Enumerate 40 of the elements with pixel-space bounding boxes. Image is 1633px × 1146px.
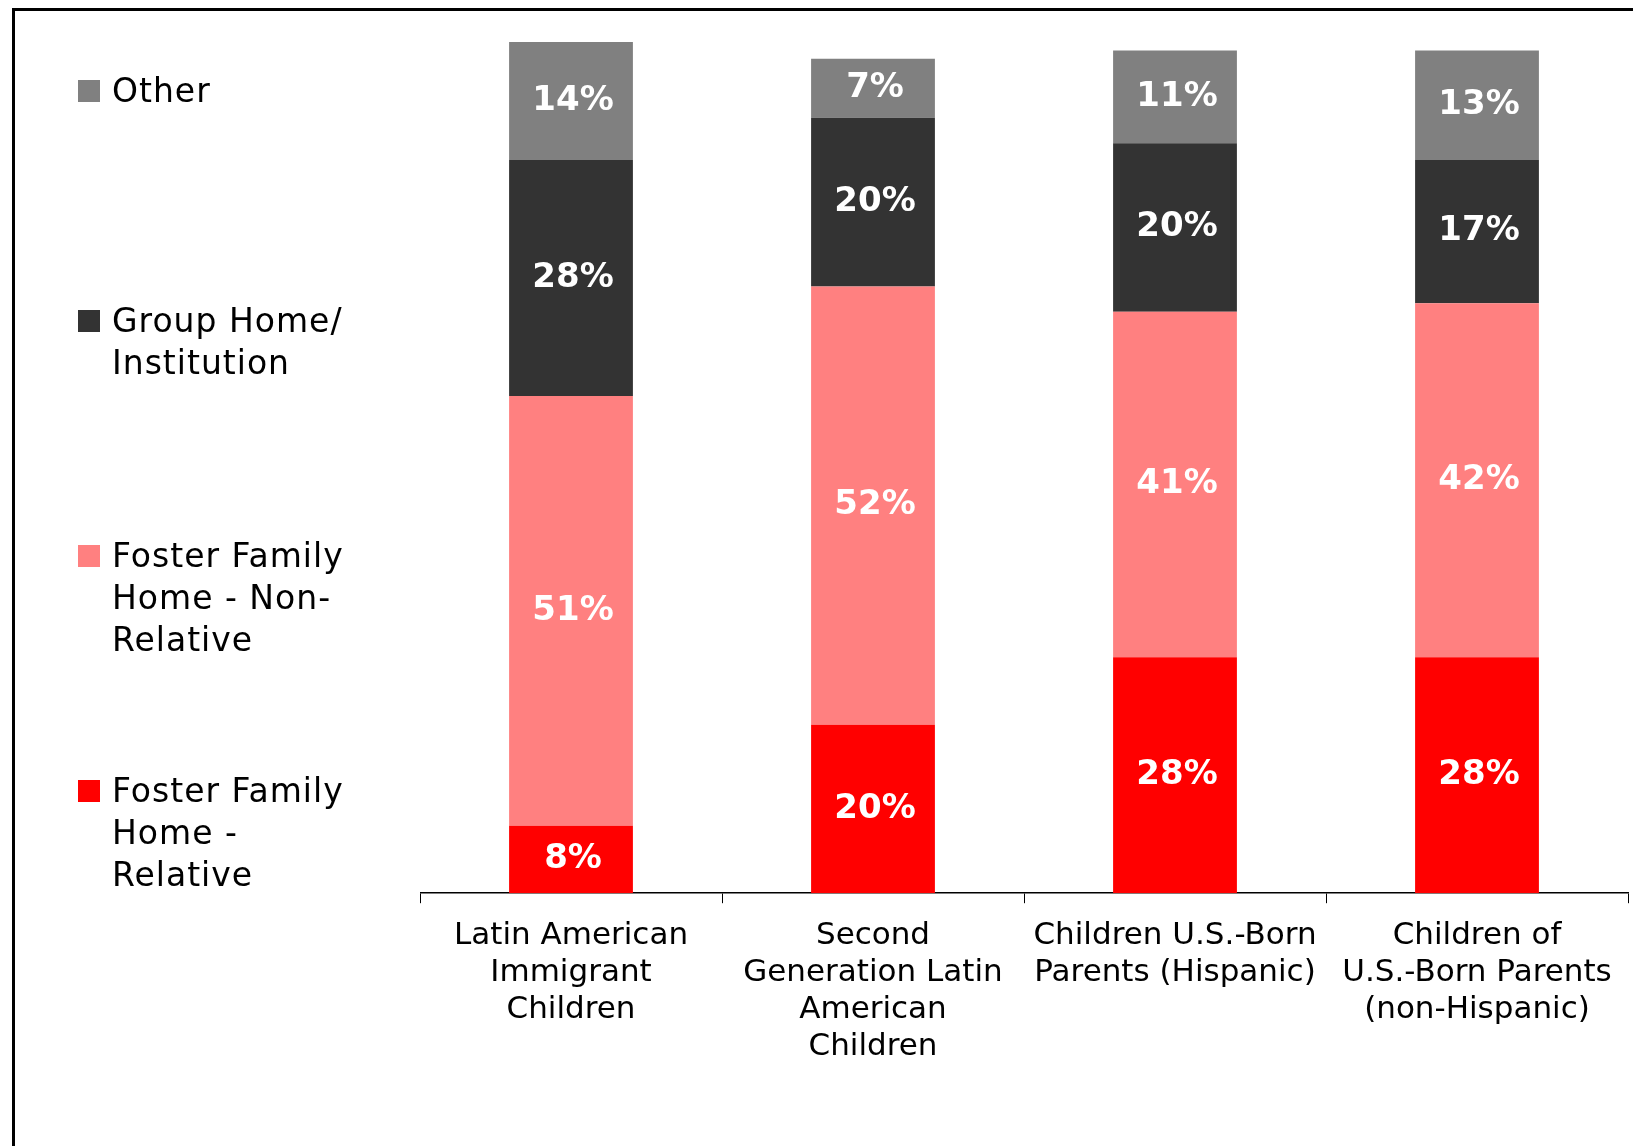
data-label: 28% [1136,752,1218,793]
data-label: 17% [1438,208,1520,249]
bar [811,58,935,118]
data-label: 20% [1136,204,1218,245]
x-tick-label: Second Generation Latin American Children [743,914,1003,1063]
data-label: 8% [544,836,602,877]
bar [811,286,935,725]
bar [811,117,935,287]
legend-label: Group Home/ Institution [112,300,344,384]
legend-label: Other [112,70,212,112]
bar [1415,159,1539,304]
data-label: 13% [1438,82,1520,123]
bar [1113,143,1237,312]
data-label: 14% [532,77,614,118]
data-label: 7% [846,65,904,106]
bar [1113,50,1237,144]
data-label: 42% [1438,457,1520,498]
bar [1415,657,1539,894]
legend-label: Foster Family Home - Non-Relative [112,535,345,661]
bar [811,724,935,894]
bar [509,395,633,826]
bar [509,42,633,160]
data-label: 20% [834,785,916,826]
bar [1113,657,1237,894]
x-tick-label: Children U.S.-Born Parents (Hispanic) [1033,914,1317,989]
bar [509,825,633,894]
bar [1415,303,1539,658]
x-tick-label: Latin American Immigrant Children [453,914,689,1026]
data-label: 20% [834,178,916,219]
bar [1415,50,1539,160]
data-label: 28% [532,254,614,295]
data-label: 28% [1438,752,1520,793]
bar [509,159,633,396]
x-tick-label: Children of U.S.-Born Parents (non-Hispanic) [1342,914,1612,1026]
data-label: 52% [834,482,916,523]
data-label: 51% [532,587,614,628]
data-label: 11% [1136,73,1218,114]
bar [1113,311,1237,658]
legend-label: Foster Family Home - Relative [112,770,345,896]
data-label: 41% [1136,461,1218,502]
